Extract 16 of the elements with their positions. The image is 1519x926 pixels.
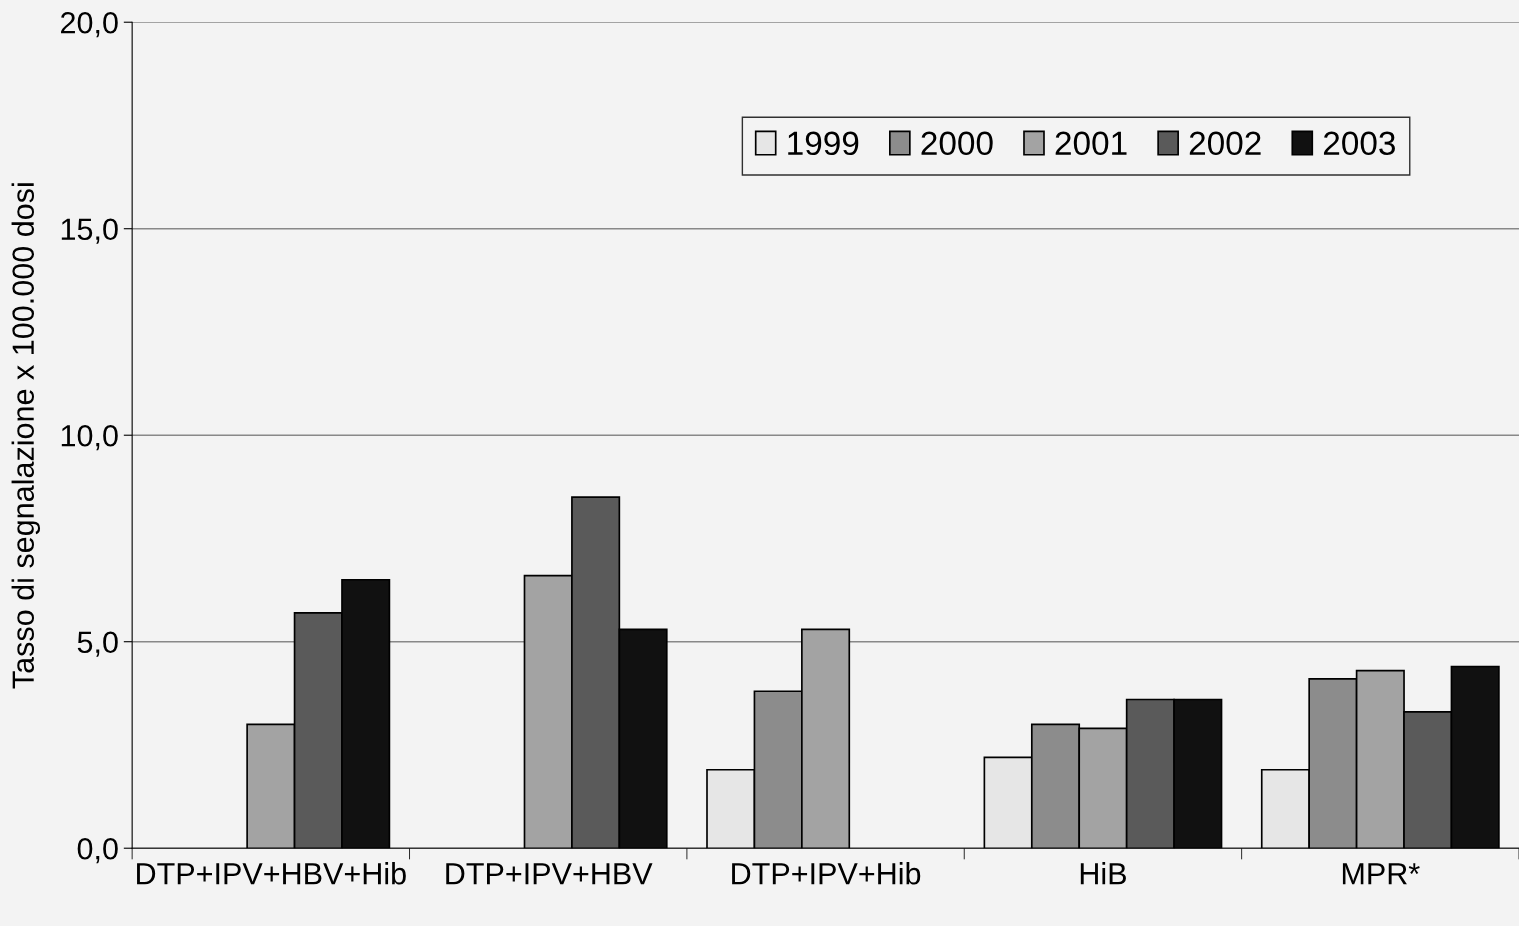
x-tick-label: HiB — [1080, 862, 1126, 885]
x-tick-label: DTP+IPV+HBV+Hib — [137, 862, 406, 885]
y-tick-label: 10,0 — [61, 424, 118, 451]
x-tick-label: DTP+IPV+HBV — [446, 863, 653, 885]
y-axis-title: Tasso di segnalazione x 100.000 dosi — [11, 183, 41, 689]
y-tick-label: 0,0 — [77, 837, 118, 864]
y-tick-label: 15,0 — [61, 218, 118, 244]
legend-label: 2003 — [1323, 131, 1395, 156]
y-tick-label: 5,0 — [77, 631, 118, 657]
legend-label: 1999 — [788, 131, 859, 156]
legend-label: 2002 — [1189, 131, 1261, 156]
x-tick-label: DTP+IPV+Hib — [732, 862, 921, 885]
legend-label: 2001 — [1055, 131, 1127, 156]
legend-label: 2000 — [921, 131, 993, 156]
x-tick-label: MPR* — [1342, 863, 1420, 885]
y-tick-label: 20,0 — [61, 11, 118, 38]
